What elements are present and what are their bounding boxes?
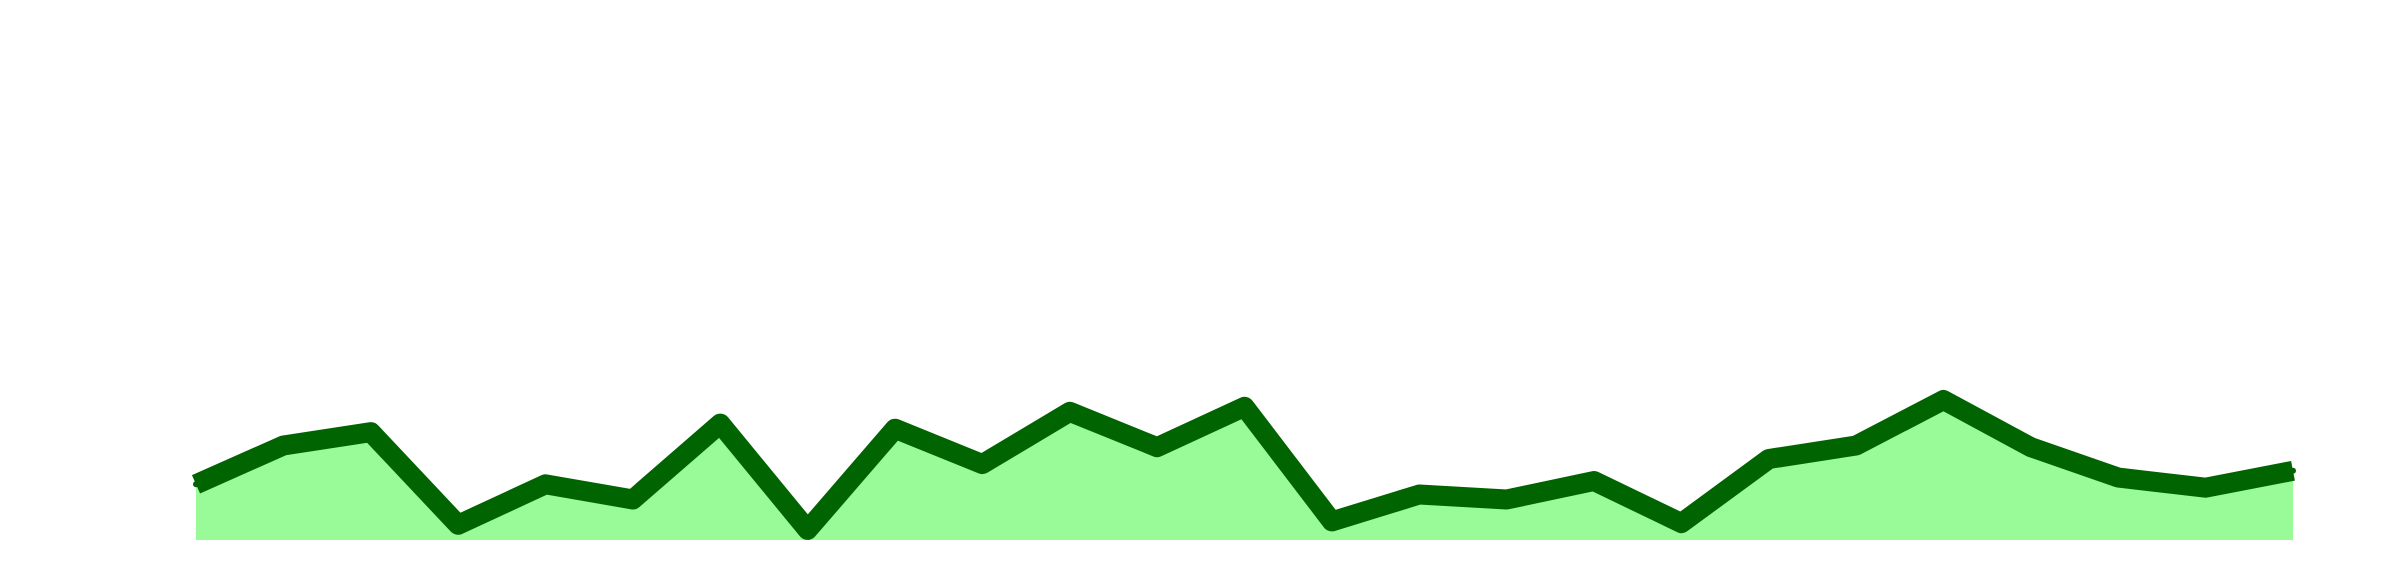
data-point xyxy=(280,442,287,449)
data-point xyxy=(2290,467,2296,474)
data-point xyxy=(1678,520,1685,527)
data-point xyxy=(2027,444,2034,451)
data-point xyxy=(542,481,549,488)
data-point xyxy=(1765,456,1772,462)
data-point xyxy=(455,521,462,528)
data-point xyxy=(979,461,986,468)
data-point xyxy=(804,526,811,533)
data-point xyxy=(1328,518,1335,525)
data-point xyxy=(1591,478,1597,484)
data-point xyxy=(1154,444,1161,451)
data-point xyxy=(2202,484,2209,491)
data-point xyxy=(1940,397,1947,403)
data-point xyxy=(1416,491,1423,498)
data-point xyxy=(193,481,199,488)
data-point xyxy=(1066,408,1073,415)
data-point xyxy=(367,429,374,436)
data-point xyxy=(717,420,724,427)
data-point xyxy=(892,425,898,432)
data-point xyxy=(1853,442,1860,449)
data-point xyxy=(629,496,636,503)
data-point xyxy=(1503,496,1510,503)
line-layer xyxy=(191,390,2296,540)
data-point xyxy=(2115,474,2122,481)
data-point xyxy=(1241,403,1248,410)
